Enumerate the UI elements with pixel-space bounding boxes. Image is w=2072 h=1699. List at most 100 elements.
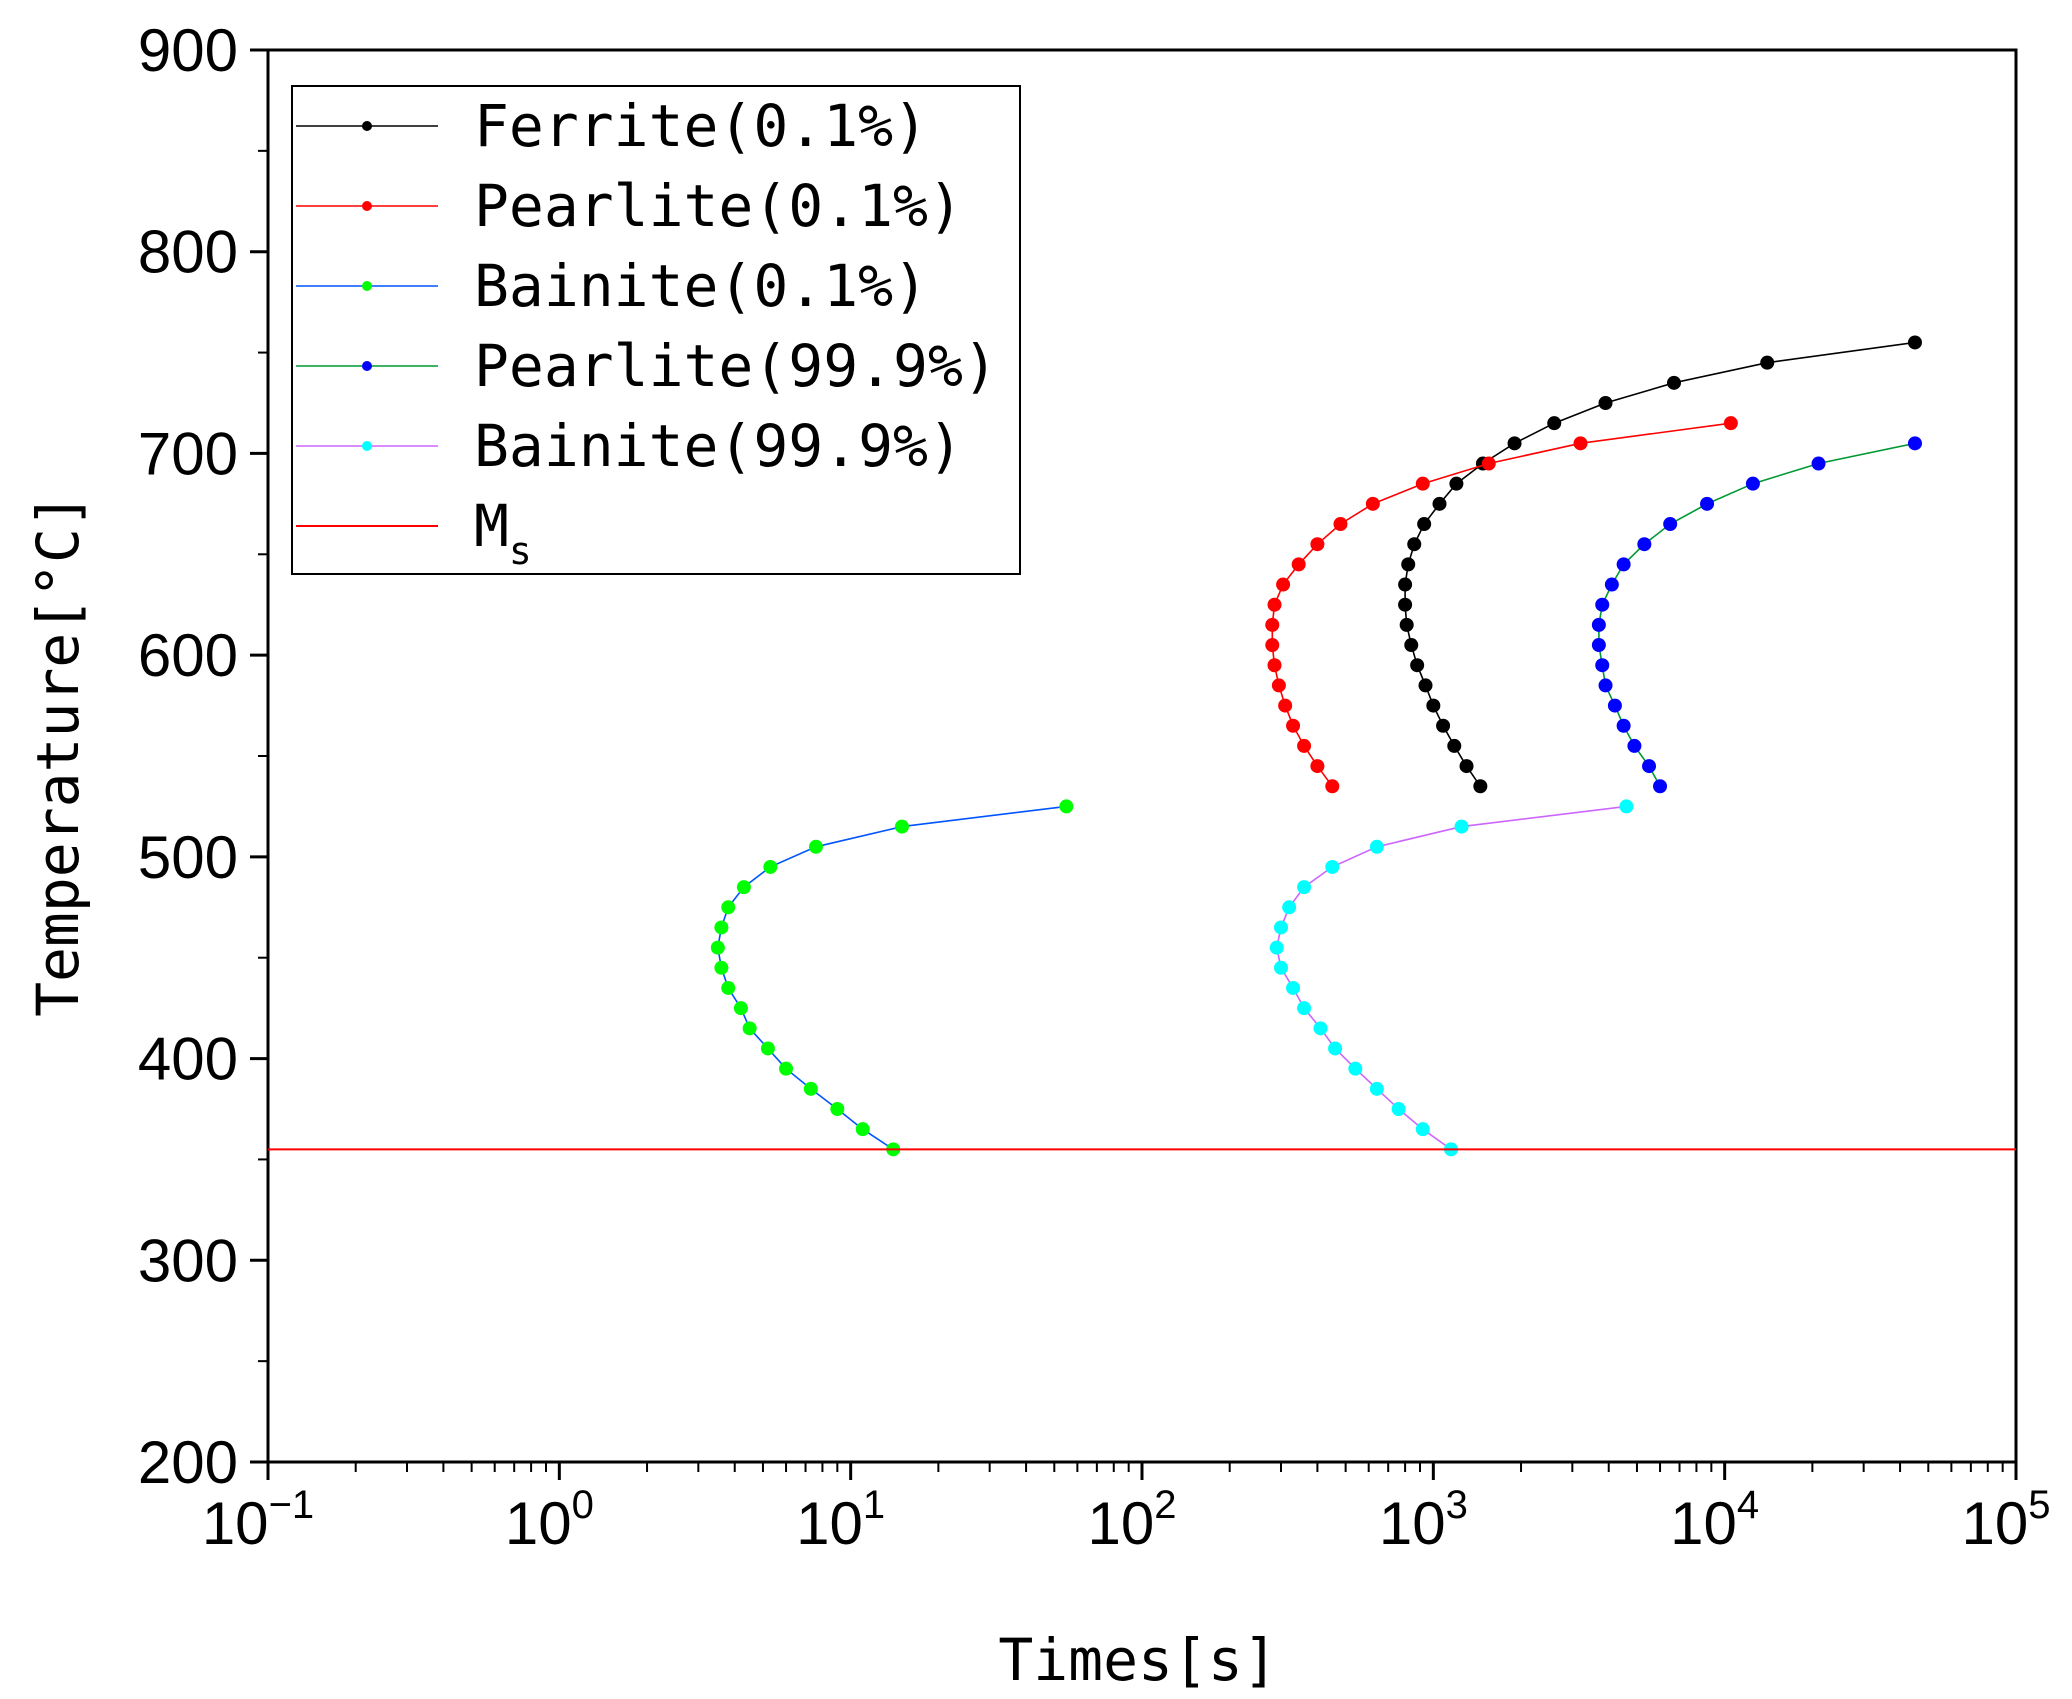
data-point [1653, 779, 1668, 794]
x-tick-base: 10 [505, 1490, 572, 1557]
legend-entry: Bainite(0.1%) [296, 252, 928, 320]
data-point [1598, 678, 1613, 693]
data-point [1595, 658, 1610, 673]
legend: Ferrite(0.1%) Pearlite(0.1%) Bainite(0.1%)… [291, 85, 1021, 575]
axis-ticks [250, 48, 2018, 1480]
series-line [1404, 341, 1916, 787]
series-pearlite-99-9- [1591, 436, 1922, 794]
data-point [1325, 779, 1340, 794]
data-point [1267, 658, 1282, 673]
data-point [1297, 1001, 1312, 1016]
data-point [1598, 396, 1613, 410]
y-tick-label: 300 [138, 1227, 238, 1294]
x-tick-label: 101 [796, 1483, 885, 1557]
data-point [1286, 718, 1301, 733]
data-point [1642, 759, 1657, 774]
legend-label: Bainite(0.1%) [474, 252, 928, 320]
data-point [1310, 537, 1325, 552]
data-point [1282, 900, 1297, 915]
legend-swatch-marker [362, 281, 372, 291]
data-point [1417, 517, 1432, 532]
legend-entry: Ferrite(0.1%) [296, 92, 928, 160]
x-tick-label: 104 [1670, 1483, 1759, 1557]
legend-entry: Pearlite(99.9%) [296, 332, 998, 400]
data-point [721, 980, 736, 995]
x-tick-exponent: 1 [863, 1483, 885, 1527]
data-point [1276, 577, 1291, 592]
data-point [1432, 496, 1447, 511]
data-point [1723, 416, 1738, 431]
data-point [736, 880, 751, 895]
data-point [1297, 880, 1312, 895]
data-point [1333, 517, 1348, 532]
legend-ms-main: M [474, 492, 509, 560]
data-point [1401, 557, 1416, 572]
data-point [714, 920, 729, 935]
data-point [830, 1102, 845, 1116]
data-point [1313, 1021, 1328, 1036]
data-point [760, 1041, 775, 1056]
data-point [710, 940, 725, 955]
y-tick-label: 200 [138, 1429, 238, 1496]
data-point [1328, 1041, 1343, 1056]
data-point [1591, 638, 1606, 653]
data-point [1616, 557, 1631, 572]
data-point [1663, 517, 1678, 532]
y-tick-label: 700 [138, 420, 238, 487]
data-point [1473, 779, 1488, 794]
legend-label: Ferrite(0.1%) [474, 92, 928, 160]
data-point [1286, 980, 1301, 995]
x-tick-label: 102 [1088, 1483, 1177, 1557]
legend-entry-ms: Ms [296, 492, 532, 573]
data-point [1274, 960, 1289, 975]
data-point [808, 839, 823, 854]
data-point [1418, 678, 1433, 693]
legend-ms-subscript: s [509, 529, 532, 573]
series-bainite-0-1- [710, 799, 1074, 1157]
y-tick-label: 500 [138, 824, 238, 891]
data-point [1415, 476, 1430, 491]
data-point [1274, 920, 1289, 935]
data-point [1666, 375, 1681, 390]
data-point [779, 1061, 794, 1076]
x-tick-base: 10 [796, 1490, 863, 1557]
data-point [1607, 698, 1622, 713]
data-point [1449, 476, 1464, 491]
x-tick-base: 10 [1962, 1490, 2029, 1557]
y-tick-label: 800 [138, 219, 238, 286]
x-tick-exponent: 2 [1154, 1483, 1176, 1527]
data-point [1310, 759, 1325, 774]
data-point [1627, 738, 1642, 753]
data-point [1591, 617, 1606, 632]
data-point [721, 900, 736, 915]
data-point [1369, 1081, 1384, 1096]
data-point [714, 960, 729, 975]
data-point [1616, 718, 1631, 733]
x-tick-exponent: 5 [2028, 1483, 2050, 1527]
data-point [1547, 416, 1562, 431]
data-point [1447, 738, 1462, 753]
legend-box [291, 85, 1021, 575]
series-bainite-99-9- [1269, 799, 1634, 1157]
x-axis-tick-labels: 10−1 100 101 102 103 104 105 [202, 1483, 2051, 1557]
legend-swatch-marker [362, 361, 372, 371]
data-point [1297, 738, 1312, 753]
y-axis-title: Temperature[°C] [24, 493, 92, 1017]
series-layer [710, 335, 1922, 1157]
data-point [1436, 718, 1451, 733]
data-point [1267, 597, 1282, 612]
x-tick-base: 10 [1670, 1490, 1737, 1557]
x-tick-base: 10 [1088, 1490, 1155, 1557]
data-point [1700, 496, 1715, 511]
data-point [1415, 1122, 1430, 1137]
x-tick-label: 105 [1962, 1483, 2051, 1557]
data-point [1410, 658, 1425, 673]
data-point [855, 1122, 870, 1137]
legend-label: Pearlite(99.9%) [474, 332, 998, 400]
x-tick-label: 100 [505, 1483, 594, 1557]
data-point [1348, 1061, 1363, 1076]
x-tick-base: 10 [1379, 1490, 1446, 1557]
series-line [716, 805, 1067, 1150]
data-point [1426, 698, 1441, 713]
data-point [1595, 597, 1610, 612]
